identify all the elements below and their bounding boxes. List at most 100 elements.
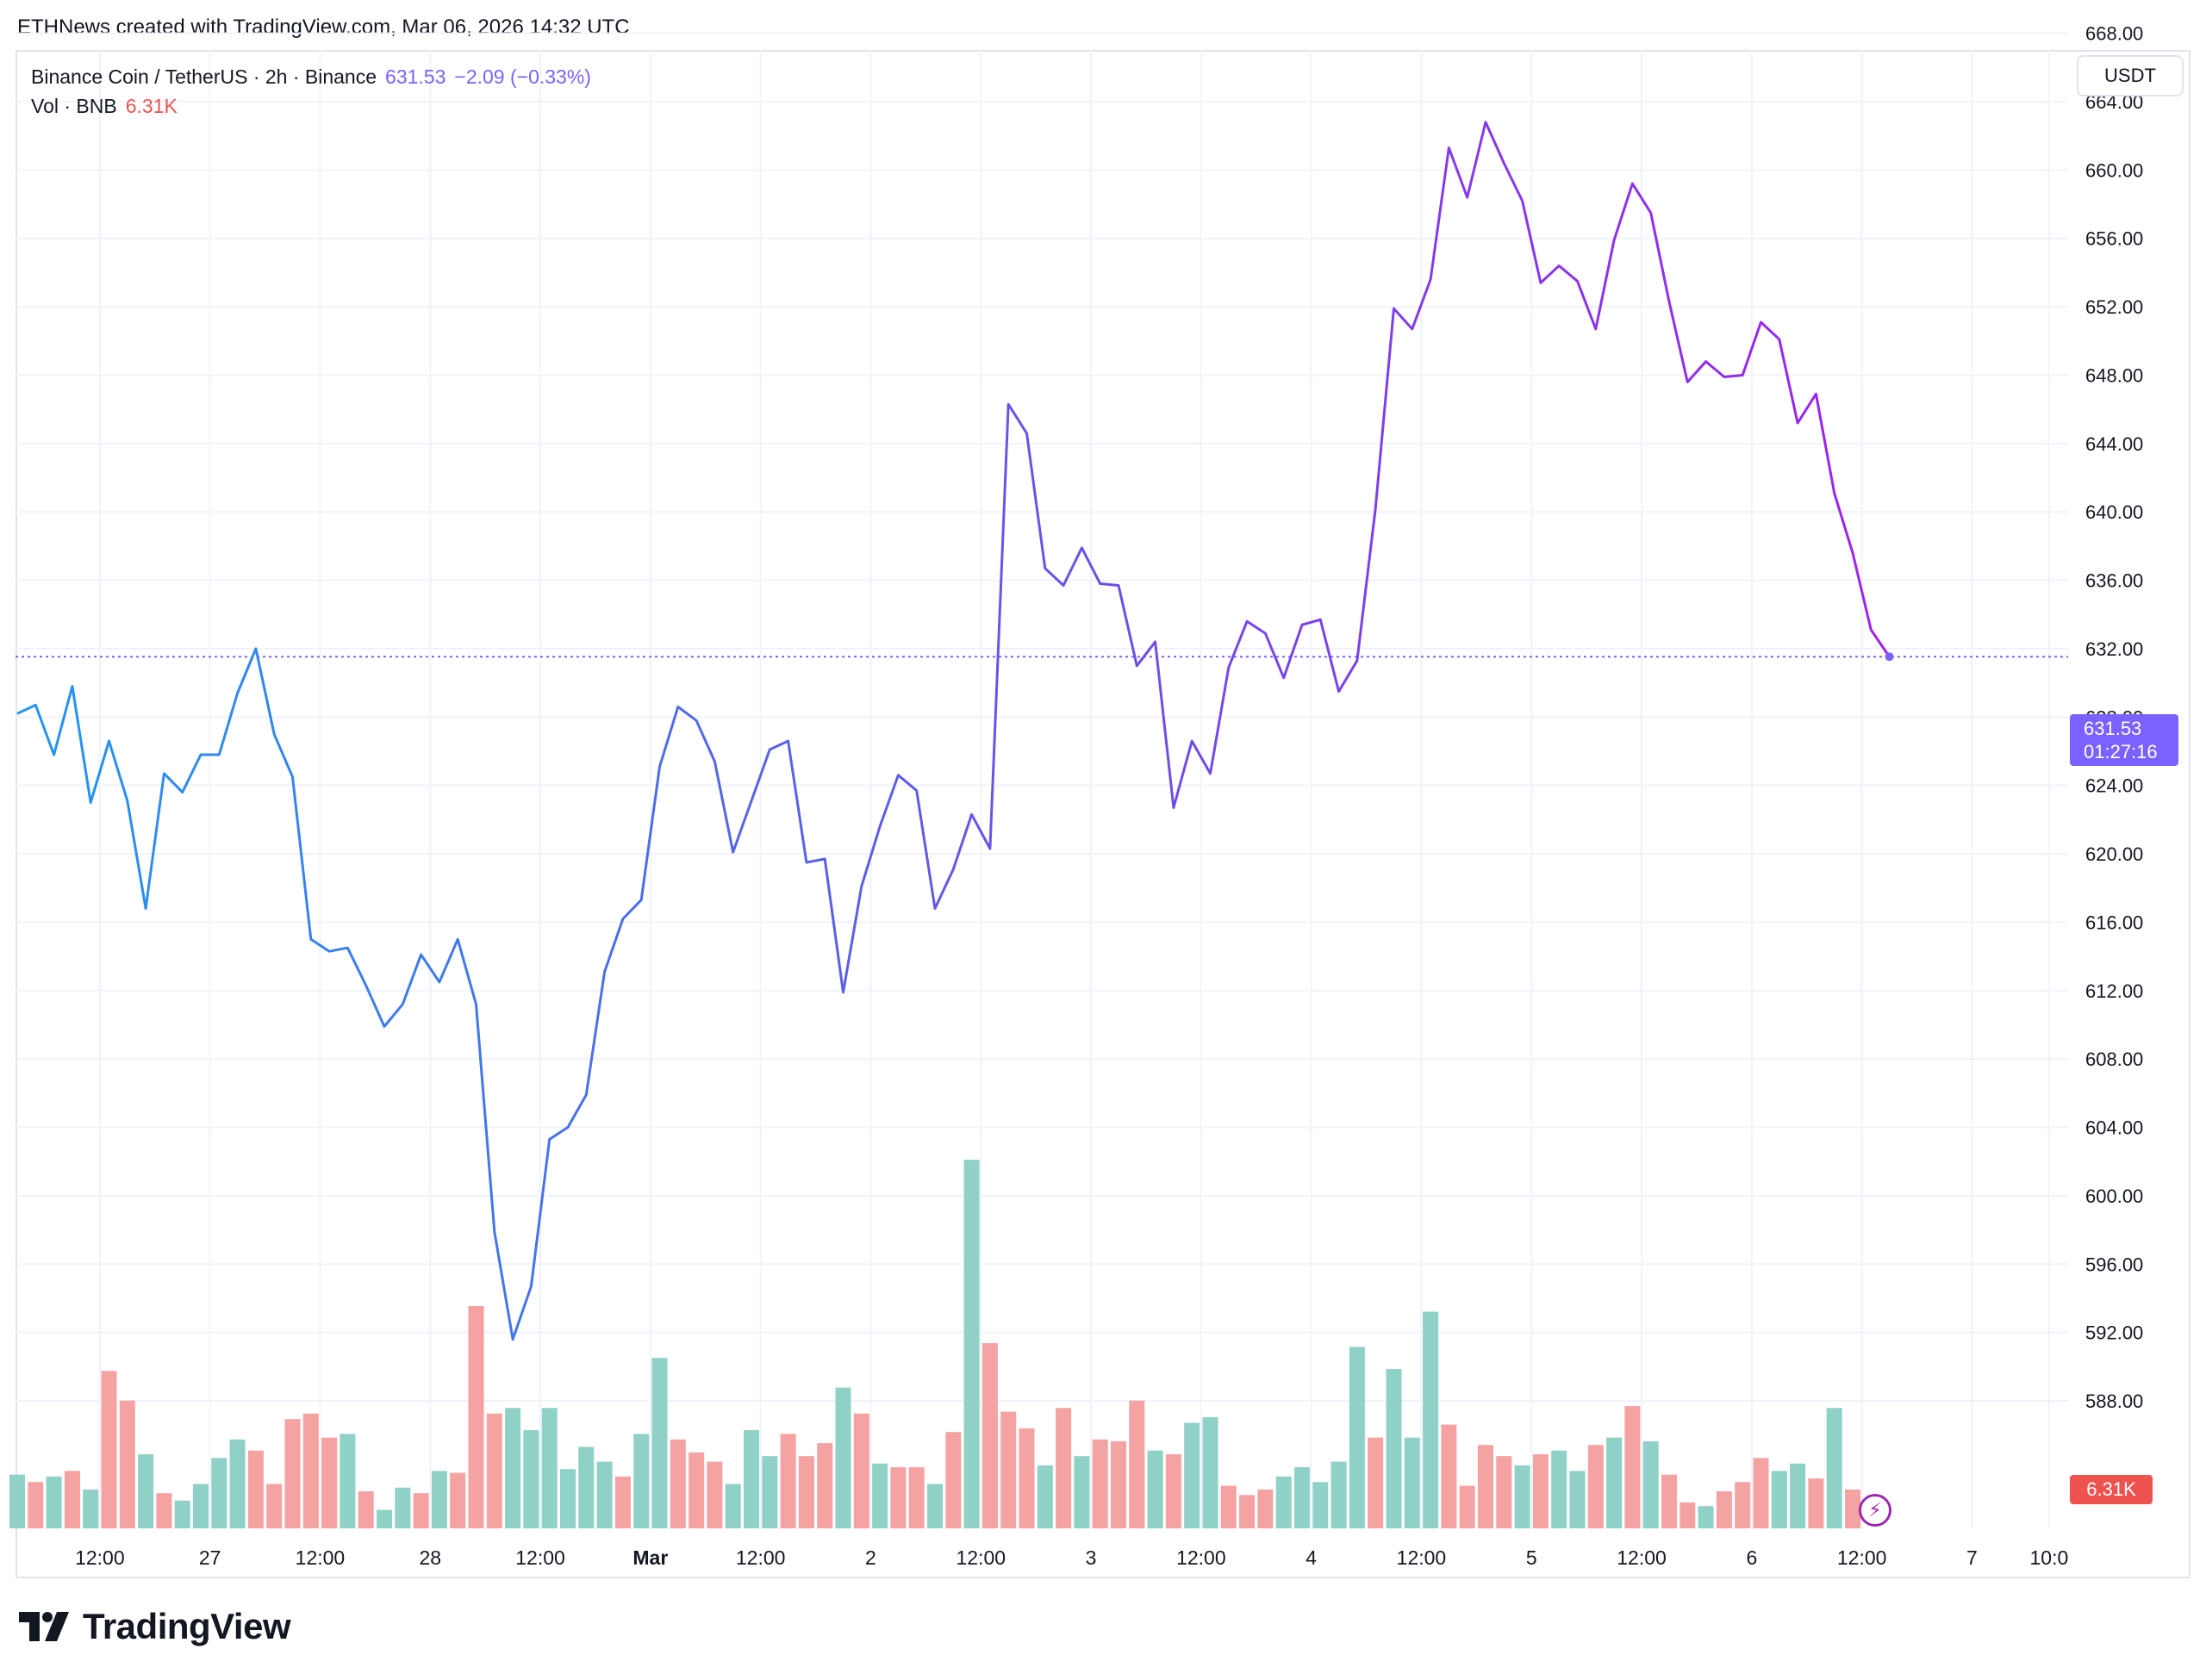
volume-bar [247, 1450, 264, 1528]
volume-bar [1587, 1445, 1604, 1528]
volume-bar [1092, 1439, 1108, 1528]
volume-bar [1808, 1478, 1824, 1528]
volume-bar [578, 1447, 595, 1528]
volume-bar [651, 1358, 668, 1528]
time-tick-label: 27 [199, 1546, 221, 1569]
price-tick-label: 588.00 [2085, 1391, 2143, 1412]
volume-bar [156, 1493, 172, 1528]
volume-bar [1257, 1489, 1274, 1528]
volume-bar [9, 1474, 25, 1528]
volume-bar [1826, 1408, 1842, 1528]
currency-unit-button[interactable]: USDT [2077, 55, 2184, 96]
volume-bar [963, 1160, 980, 1528]
price-tick-label: 648.00 [2085, 364, 2143, 386]
tradingview-logo-icon [19, 1612, 69, 1641]
volume-bar [762, 1456, 778, 1528]
time-axis[interactable]: 12:00 27 12:00 28 12:00 Mar 12:00 2 12:00 3 12:00 4… [75, 1546, 2068, 1569]
tradingview-logo-text: TradingView [83, 1606, 291, 1646]
price-tick-label: 592.00 [2085, 1322, 2143, 1344]
volume-bar [340, 1434, 356, 1528]
time-tick-label: 2 [865, 1546, 876, 1569]
volume-bar [211, 1458, 227, 1528]
volume-bar [46, 1476, 62, 1528]
price-tick-label: 604.00 [2085, 1117, 2143, 1139]
grid-lines [16, 32, 2068, 1528]
volume-bar [1056, 1408, 1072, 1528]
price-tick-label: 612.00 [2085, 980, 2143, 1002]
volume-bar [284, 1419, 301, 1528]
chart-legend: Binance Coin / TetherUS · 2h · Binance 63… [31, 62, 591, 121]
volume-bar [1294, 1467, 1310, 1528]
volume-bar [358, 1491, 374, 1528]
volume-bar [1716, 1491, 1732, 1528]
volume-bar [119, 1400, 135, 1528]
volume-bar [1735, 1482, 1751, 1528]
time-tick-label: 10:0 [2030, 1546, 2069, 1569]
symbol-title[interactable]: Binance Coin / TetherUS · 2h · Binance [31, 65, 377, 88]
volume-bars [9, 1160, 1860, 1528]
time-tick-label: 12:00 [75, 1546, 125, 1569]
volume-bar [1386, 1369, 1402, 1528]
volume-bar [945, 1432, 962, 1528]
volume-bar [835, 1387, 851, 1528]
price-tick-label: 656.00 [2085, 228, 2143, 250]
volume-bar [1312, 1482, 1329, 1528]
time-tick-label: 28 [419, 1546, 441, 1569]
volume-bar [101, 1371, 117, 1528]
volume-bar [83, 1489, 99, 1528]
time-tick-label: Mar [633, 1546, 668, 1569]
tradingview-logo: TradingView [19, 1606, 291, 1647]
volume-bar [523, 1430, 539, 1528]
volume-bar [1074, 1456, 1090, 1528]
volume-bar [1790, 1463, 1806, 1528]
last-volume-badge: 6.31K [2070, 1475, 2153, 1504]
time-tick-label: 6 [1746, 1546, 1757, 1569]
time-tick-label: 12:00 [1617, 1546, 1667, 1569]
price-tick-label: 608.00 [2085, 1048, 2143, 1070]
volume-bar [981, 1343, 998, 1528]
volume-bar [1771, 1471, 1787, 1528]
price-axis[interactable]: 588.00 592.00 596.00 600.00 604.00 608.00 612.… [2085, 23, 2143, 1412]
volume-bar [1698, 1506, 1714, 1528]
price-line [16, 121, 1891, 1341]
volume-bar [1019, 1428, 1035, 1528]
volume-bar [174, 1500, 190, 1528]
volume-bar [853, 1413, 869, 1528]
volume-title[interactable]: Vol · BNB [31, 95, 117, 117]
time-tick-label: 4 [1306, 1546, 1317, 1569]
legend-volume: 6.31K [125, 95, 178, 117]
volume-bar [193, 1484, 209, 1528]
price-tick-label: 632.00 [2085, 638, 2143, 660]
volume-bar [468, 1306, 484, 1528]
volume-bar [707, 1461, 723, 1528]
volume-bar [64, 1471, 80, 1528]
lightning-icon[interactable]: ⚡ [1859, 1494, 1891, 1527]
volume-bar [1606, 1437, 1623, 1528]
volume-bar [1679, 1502, 1696, 1528]
volume-bar [1129, 1400, 1145, 1528]
volume-bar [633, 1434, 650, 1528]
volume-bar [1478, 1445, 1493, 1528]
time-tick-label: 12:00 [1397, 1546, 1447, 1569]
time-tick-label: 12:00 [1176, 1546, 1226, 1569]
volume-bar [908, 1467, 925, 1528]
volume-bar [1753, 1458, 1769, 1528]
price-tick-label: 636.00 [2085, 570, 2143, 592]
time-tick-label: 7 [1966, 1546, 1978, 1569]
legend-change: −2.09 (−0.33%) [454, 65, 591, 88]
chart-credit: ETHNews created with TradingView.com, Ma… [17, 16, 630, 39]
volume-bar [1111, 1440, 1126, 1528]
volume-bar [1147, 1450, 1163, 1528]
time-tick-label: 5 [1526, 1546, 1537, 1569]
volume-bar [780, 1434, 796, 1528]
time-tick-label: 12:00 [736, 1546, 786, 1569]
time-tick-label: 12:00 [956, 1546, 1006, 1569]
volume-bar [1184, 1422, 1200, 1528]
volume-bar [872, 1463, 888, 1528]
volume-bar [744, 1430, 759, 1528]
volume-bar [377, 1509, 392, 1528]
volume-bar [138, 1454, 154, 1528]
price-tick-label: 624.00 [2085, 775, 2143, 797]
chart-frame [16, 50, 2190, 1578]
